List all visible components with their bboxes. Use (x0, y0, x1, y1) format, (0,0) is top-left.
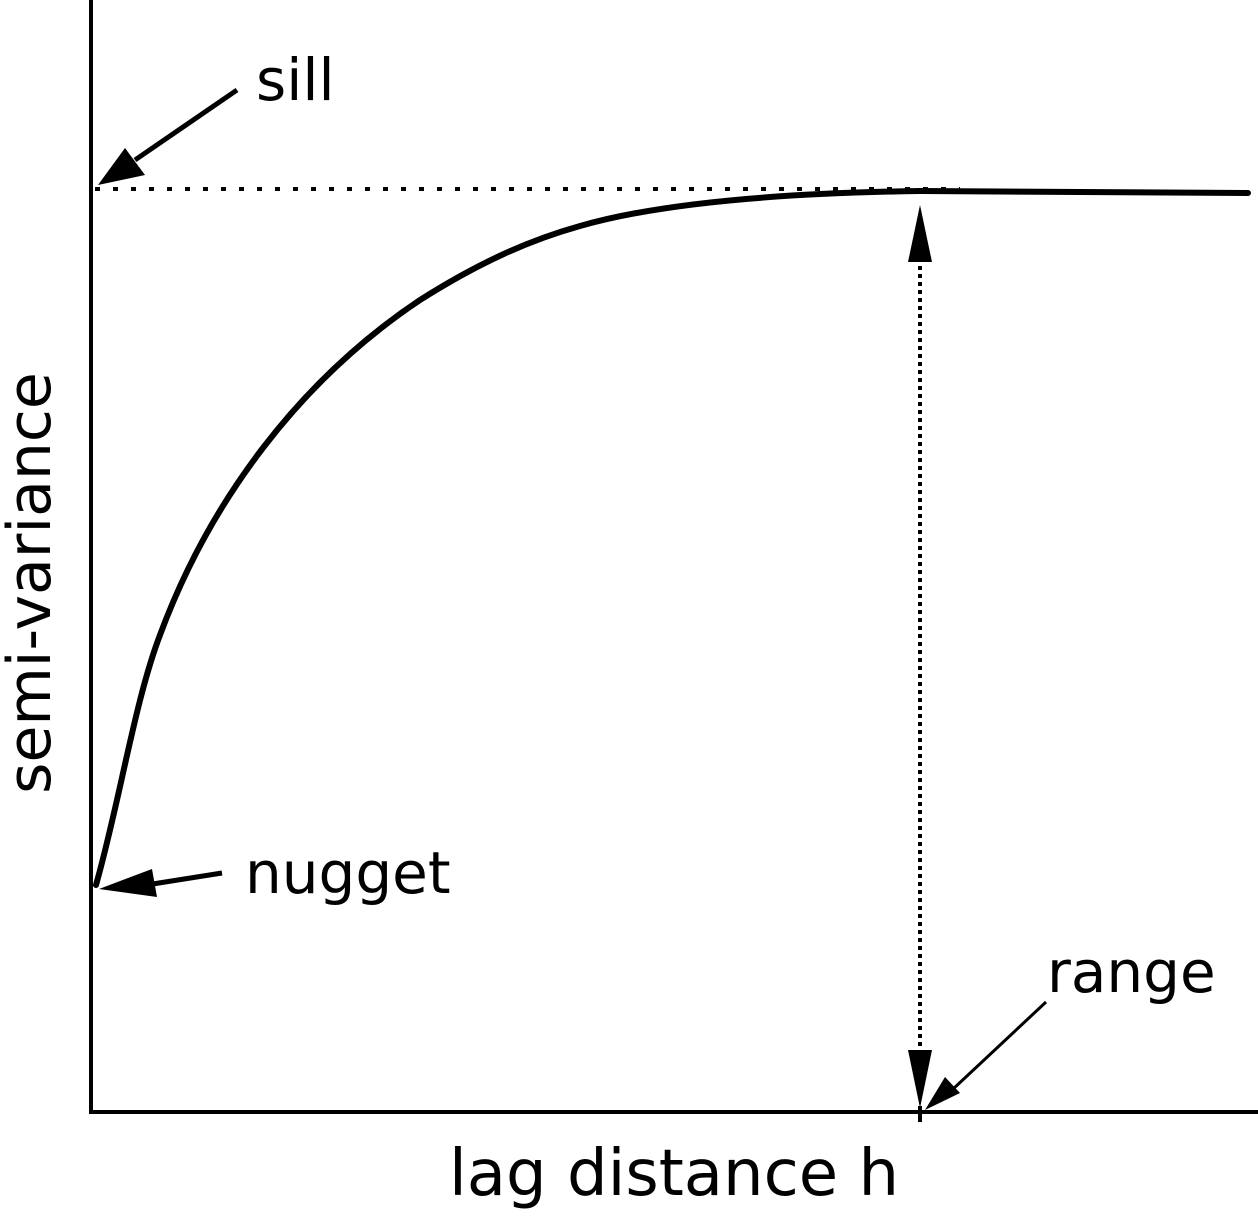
y-axis-label: semi-variance (0, 372, 65, 794)
sill-label: sill (256, 46, 335, 114)
sill-arrowhead (98, 148, 145, 185)
range-arrow-shaft (950, 1000, 1048, 1092)
nugget-label: nugget (245, 839, 451, 907)
range-arrowhead-bottom (908, 1050, 932, 1108)
variogram-curve (93, 187, 1251, 888)
x-axis-label: lag distance h (449, 1137, 899, 1211)
range-arrowhead-top (908, 205, 932, 262)
sill-arrow-shaft (133, 87, 239, 163)
nugget-arrowhead (99, 869, 157, 897)
range-label: range (1047, 938, 1216, 1006)
range-arrowhead (925, 1077, 960, 1110)
